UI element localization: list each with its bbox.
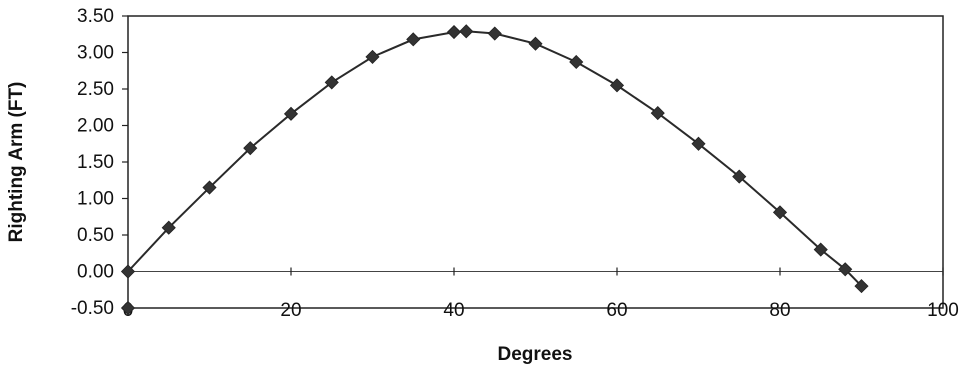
data-points	[120, 24, 869, 316]
data-point	[813, 242, 828, 257]
y-tick-label: 3.00	[77, 43, 114, 64]
y-axis: 3.50 3.00 2.50 2.00 1.50 1.00 0.50 0.00 -0.50	[71, 6, 128, 319]
data-point	[732, 169, 747, 184]
data-point	[243, 141, 258, 156]
y-tick-label: 3.50	[77, 6, 114, 27]
data-point	[569, 54, 584, 70]
data-point	[459, 24, 474, 39]
y-tick-label: -0.50	[71, 298, 114, 319]
origin-marker	[120, 300, 136, 316]
data-point	[283, 106, 299, 121]
data-point	[120, 264, 136, 279]
data-point	[406, 32, 421, 47]
y-tick-label: 1.00	[77, 189, 114, 210]
y-tick-label: 2.50	[77, 79, 114, 100]
x-tick-label: 20	[280, 300, 301, 321]
y-tick-label: 1.50	[77, 152, 114, 173]
x-axis-title: Degrees	[498, 344, 573, 365]
data-point	[854, 279, 869, 294]
data-point	[161, 220, 176, 235]
data-point	[324, 75, 339, 90]
x-tick-label: 40	[443, 300, 464, 321]
y-axis-title: Righting Arm (FT)	[6, 82, 27, 243]
data-point	[365, 49, 380, 64]
y-tick-label: 0.00	[77, 262, 114, 283]
x-tick-label: 60	[606, 300, 627, 321]
data-point	[609, 78, 625, 93]
data-point	[838, 262, 853, 277]
data-point	[202, 180, 217, 195]
data-point	[691, 136, 706, 151]
plot-area	[127, 15, 944, 309]
x-tick-label: 100	[927, 300, 959, 321]
data-point	[528, 36, 543, 51]
y-tick-label: 0.50	[77, 225, 114, 246]
data-point	[446, 24, 462, 40]
data-point	[487, 26, 502, 41]
data-point	[650, 106, 665, 121]
y-tick-label: 2.00	[77, 116, 114, 137]
data-point	[772, 205, 788, 220]
x-tick-label: 80	[769, 300, 790, 321]
